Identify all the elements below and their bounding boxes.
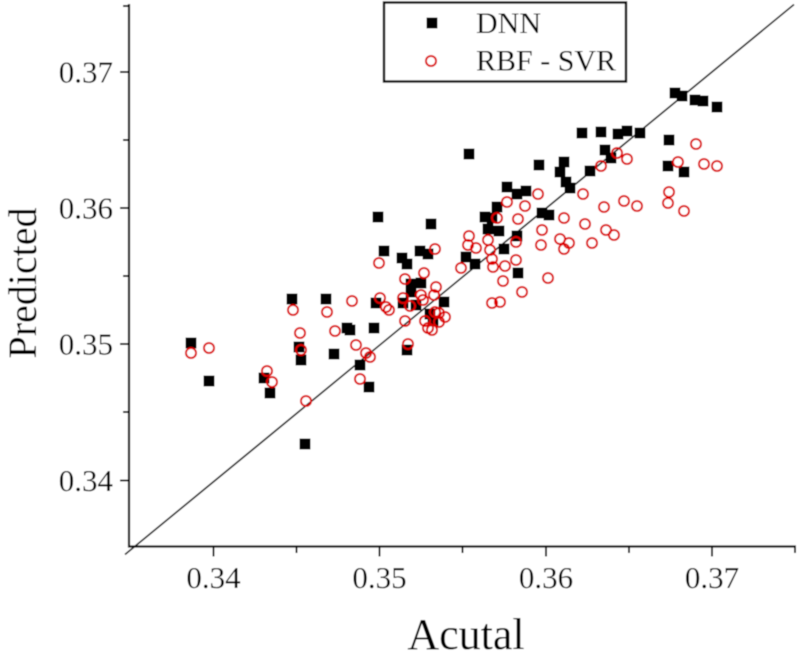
svg-text:0.37: 0.37 — [59, 55, 113, 90]
svg-text:Predicted: Predicted — [0, 207, 45, 358]
svg-text:RBF - SVR: RBF - SVR — [476, 45, 616, 78]
svg-text:0.35: 0.35 — [352, 560, 406, 595]
svg-text:0.34: 0.34 — [186, 560, 241, 595]
svg-text:Acutal: Acutal — [407, 610, 524, 651]
svg-text:0.37: 0.37 — [685, 560, 739, 595]
svg-text:DNN: DNN — [476, 7, 541, 40]
svg-text:0.34: 0.34 — [59, 463, 114, 498]
svg-text:0.36: 0.36 — [59, 191, 113, 226]
svg-text:0.36: 0.36 — [519, 560, 573, 595]
svg-text:0.35: 0.35 — [59, 327, 113, 362]
